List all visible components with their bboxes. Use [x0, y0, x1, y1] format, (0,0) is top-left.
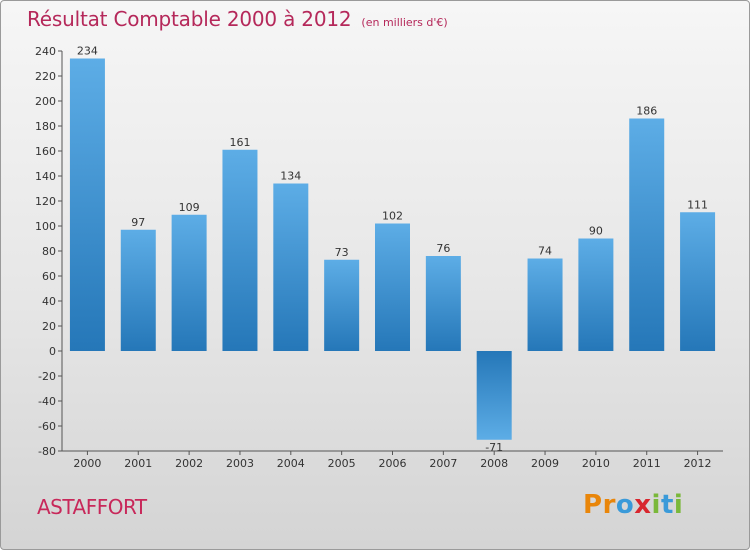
location-name: ASTAFFORT — [37, 495, 147, 519]
y-tick-label: 0 — [49, 345, 56, 358]
proxiti-logo[interactable]: Proxiti — [583, 490, 683, 520]
y-tick-label: 220 — [35, 70, 56, 83]
x-tick-label: 2000 — [73, 457, 101, 470]
bar — [680, 212, 716, 351]
y-tick-label: 100 — [35, 220, 56, 233]
logo-letter: r — [602, 490, 616, 520]
data-label: 186 — [636, 105, 657, 118]
bar — [527, 258, 563, 351]
y-tick-label: -20 — [38, 370, 56, 383]
data-label: 74 — [538, 245, 552, 258]
data-label: 102 — [382, 210, 403, 223]
x-tick-label: 2009 — [531, 457, 559, 470]
bar — [578, 238, 614, 351]
x-tick-label: 2007 — [429, 457, 457, 470]
logo-letter: i — [673, 490, 684, 520]
chart-title: Résultat Comptable 2000 à 2012 — [27, 7, 352, 31]
bar — [171, 214, 207, 351]
y-tick-label: -40 — [38, 395, 56, 408]
bar — [120, 229, 156, 351]
title-row: Résultat Comptable 2000 à 2012 (en millie… — [27, 7, 448, 31]
y-tick-label: -80 — [38, 445, 56, 458]
x-tick-label: 2001 — [124, 457, 152, 470]
y-tick-label: 20 — [42, 320, 56, 333]
logo-letter: x — [634, 490, 652, 520]
bar — [425, 256, 461, 351]
bar — [69, 58, 105, 351]
bar — [375, 223, 410, 351]
data-label: 76 — [436, 242, 450, 255]
y-tick-label: 140 — [35, 170, 56, 183]
data-label: -71 — [485, 441, 503, 454]
x-tick-label: 2002 — [175, 457, 203, 470]
x-tick-label: 2008 — [480, 457, 508, 470]
y-tick-label: 160 — [35, 145, 56, 158]
data-label: 109 — [179, 201, 200, 214]
x-tick-label: 2003 — [226, 457, 254, 470]
bar — [629, 118, 665, 351]
y-tick-label: 180 — [35, 120, 56, 133]
data-label: 134 — [280, 170, 301, 183]
logo-letter: P — [583, 490, 603, 520]
data-label: 111 — [687, 198, 708, 211]
y-tick-label: -60 — [38, 420, 56, 433]
logo-letter: o — [615, 490, 635, 520]
y-tick-label: 40 — [42, 295, 56, 308]
bar — [273, 183, 309, 351]
x-tick-label: 2011 — [633, 457, 661, 470]
axes: 240220200180160140120100806040200-20-40-… — [35, 45, 723, 458]
data-label: 234 — [77, 45, 98, 58]
y-tick-label: 80 — [42, 245, 56, 258]
logo-letter: i — [651, 490, 661, 520]
data-label: 73 — [335, 246, 349, 259]
bar — [222, 149, 258, 351]
x-tick-label: 2006 — [379, 457, 407, 470]
chart-subtitle: (en milliers d'€) — [361, 16, 448, 29]
bar — [324, 259, 360, 351]
data-label: 90 — [589, 225, 603, 238]
x-tick-label: 2010 — [582, 457, 610, 470]
x-tick-label: 2005 — [328, 457, 356, 470]
x-tick-label: 2004 — [277, 457, 305, 470]
y-tick-label: 200 — [35, 95, 56, 108]
logo-letter: t — [660, 490, 674, 520]
data-label: 97 — [131, 216, 145, 229]
bar — [476, 351, 512, 440]
y-tick-label: 120 — [35, 195, 56, 208]
y-tick-label: 240 — [35, 45, 56, 58]
x-tick-label: 2012 — [684, 457, 712, 470]
data-label: 161 — [229, 136, 250, 149]
labels: 234 2000 97 2001 109 2002 161 2003 134 2004 73 2005… — [73, 45, 711, 471]
bars — [69, 58, 716, 440]
y-tick-label: 60 — [42, 270, 56, 283]
